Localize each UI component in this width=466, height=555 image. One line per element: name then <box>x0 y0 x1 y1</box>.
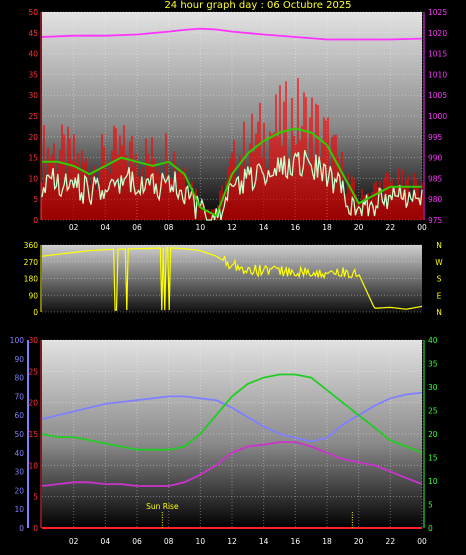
y-left-tick-label: 30 <box>28 336 38 345</box>
x-tick-label: 02 <box>69 223 79 232</box>
y-right-tick-label: 980 <box>428 195 443 204</box>
y-right-tick-label: 30 <box>428 383 438 392</box>
y-right-tick-label: 35 <box>428 360 438 369</box>
y-right-tick-label: 0 <box>428 524 433 533</box>
y-right-tick-label: 975 <box>428 216 443 225</box>
y-left-tick-label: 20 <box>28 399 38 408</box>
pressure-line <box>41 27 423 41</box>
dew-point-line <box>41 441 423 487</box>
humidity-tick-label: 70 <box>14 392 24 401</box>
x-tick-label: 20 <box>354 537 364 546</box>
direction-tick-label: 180 <box>24 275 39 284</box>
compass-label: E <box>437 291 442 300</box>
x-tick-label: 18 <box>322 537 332 546</box>
y-right-tick-label: 10 <box>428 477 438 486</box>
y-right-tick-label: 1025 <box>428 8 447 17</box>
y-left-tick-label: 5 <box>33 195 38 204</box>
y-left-tick-label: 10 <box>28 174 38 183</box>
x-tick-label: 10 <box>196 537 206 546</box>
humidity-tick-label: 20 <box>14 486 24 495</box>
humidity-tick-label: 50 <box>14 430 24 439</box>
humidity-tick-label: 30 <box>14 468 24 477</box>
direction-tick-label: 90 <box>28 291 38 300</box>
y-left-tick-label: 15 <box>28 154 38 163</box>
sunrise-label: Sun Rise <box>146 502 179 511</box>
compass-label: S <box>437 275 442 284</box>
x-tick-label: 08 <box>164 223 174 232</box>
temperature-line <box>41 373 423 454</box>
x-tick-label: 04 <box>101 537 111 546</box>
temp-humidity-panel: 0510152025300102030405060708090100051015… <box>10 336 438 546</box>
x-tick-label: 14 <box>259 537 269 546</box>
compass-label: W <box>435 258 443 267</box>
x-tick-label: 20 <box>354 223 364 232</box>
direction-line <box>41 247 423 311</box>
y-right-tick-label: 5 <box>428 501 433 510</box>
y-right-tick-label: 1020 <box>428 29 447 38</box>
plot-background <box>42 245 422 312</box>
x-tick-label: 14 <box>259 223 269 232</box>
y-right-tick-label: 25 <box>428 407 438 416</box>
y-left-tick-label: 20 <box>28 133 38 142</box>
y-left-tick-label: 40 <box>28 50 38 59</box>
y-left-tick-label: 45 <box>28 29 38 38</box>
wind-pressure-panel: 0510152025303540455097598098599099510001… <box>28 8 447 232</box>
y-right-tick-label: 990 <box>428 154 443 163</box>
x-tick-label: 04 <box>101 223 111 232</box>
y-left-tick-label: 0 <box>33 216 38 225</box>
y-left-tick-label: 35 <box>28 70 38 79</box>
direction-tick-label: 270 <box>24 258 39 267</box>
y-left-tick-label: 10 <box>28 461 38 470</box>
humidity-tick-label: 10 <box>14 505 24 514</box>
humidity-tick-label: 40 <box>14 449 24 458</box>
x-tick-label: 06 <box>132 223 142 232</box>
gust-series <box>41 78 423 220</box>
y-right-tick-label: 1010 <box>428 70 447 79</box>
y-left-tick-label: 0 <box>33 524 38 533</box>
y-right-tick-label: 995 <box>428 133 443 142</box>
humidity-tick-label: 100 <box>10 336 25 345</box>
y-left-tick-label: 15 <box>28 430 38 439</box>
y-right-tick-label: 1000 <box>428 112 447 121</box>
y-right-tick-label: 1015 <box>428 50 447 59</box>
direction-tick-label: 360 <box>24 241 39 250</box>
x-tick-label: 00 <box>417 537 427 546</box>
plot-background <box>42 340 422 528</box>
x-tick-label: 12 <box>227 537 237 546</box>
compass-label: N <box>436 308 442 317</box>
y-left-tick-label: 5 <box>33 493 38 502</box>
y-left-tick-label: 25 <box>28 112 38 121</box>
x-tick-label: 18 <box>322 223 332 232</box>
compass-label: N <box>436 241 442 250</box>
humidity-tick-label: 60 <box>14 411 24 420</box>
y-right-tick-label: 40 <box>428 336 438 345</box>
y-right-tick-label: 15 <box>428 454 438 463</box>
x-tick-label: 08 <box>164 537 174 546</box>
y-right-tick-label: 985 <box>428 174 443 183</box>
direction-tick-label: 0 <box>33 308 38 317</box>
avg-wind-line <box>42 127 422 218</box>
humidity-tick-label: 80 <box>14 374 24 383</box>
humidity-tick-label: 0 <box>19 524 24 533</box>
x-tick-label: 22 <box>386 223 396 232</box>
y-left-tick-label: 50 <box>28 8 38 17</box>
x-tick-label: 16 <box>291 537 301 546</box>
x-tick-label: 22 <box>386 537 396 546</box>
x-tick-label: 06 <box>132 537 142 546</box>
humidity-tick-label: 90 <box>14 355 24 364</box>
x-tick-label: 00 <box>417 223 427 232</box>
x-tick-label: 02 <box>69 537 79 546</box>
y-right-tick-label: 1005 <box>428 91 447 100</box>
wind-speed-line <box>41 149 423 221</box>
y-left-tick-label: 25 <box>28 367 38 376</box>
x-tick-label: 12 <box>227 223 237 232</box>
x-tick-label: 16 <box>291 223 301 232</box>
x-tick-label: 10 <box>196 223 206 232</box>
y-right-tick-label: 20 <box>428 430 438 439</box>
y-left-tick-label: 30 <box>28 91 38 100</box>
chart-title: 24 hour graph day : 06 Octubre 2025 <box>164 0 351 11</box>
